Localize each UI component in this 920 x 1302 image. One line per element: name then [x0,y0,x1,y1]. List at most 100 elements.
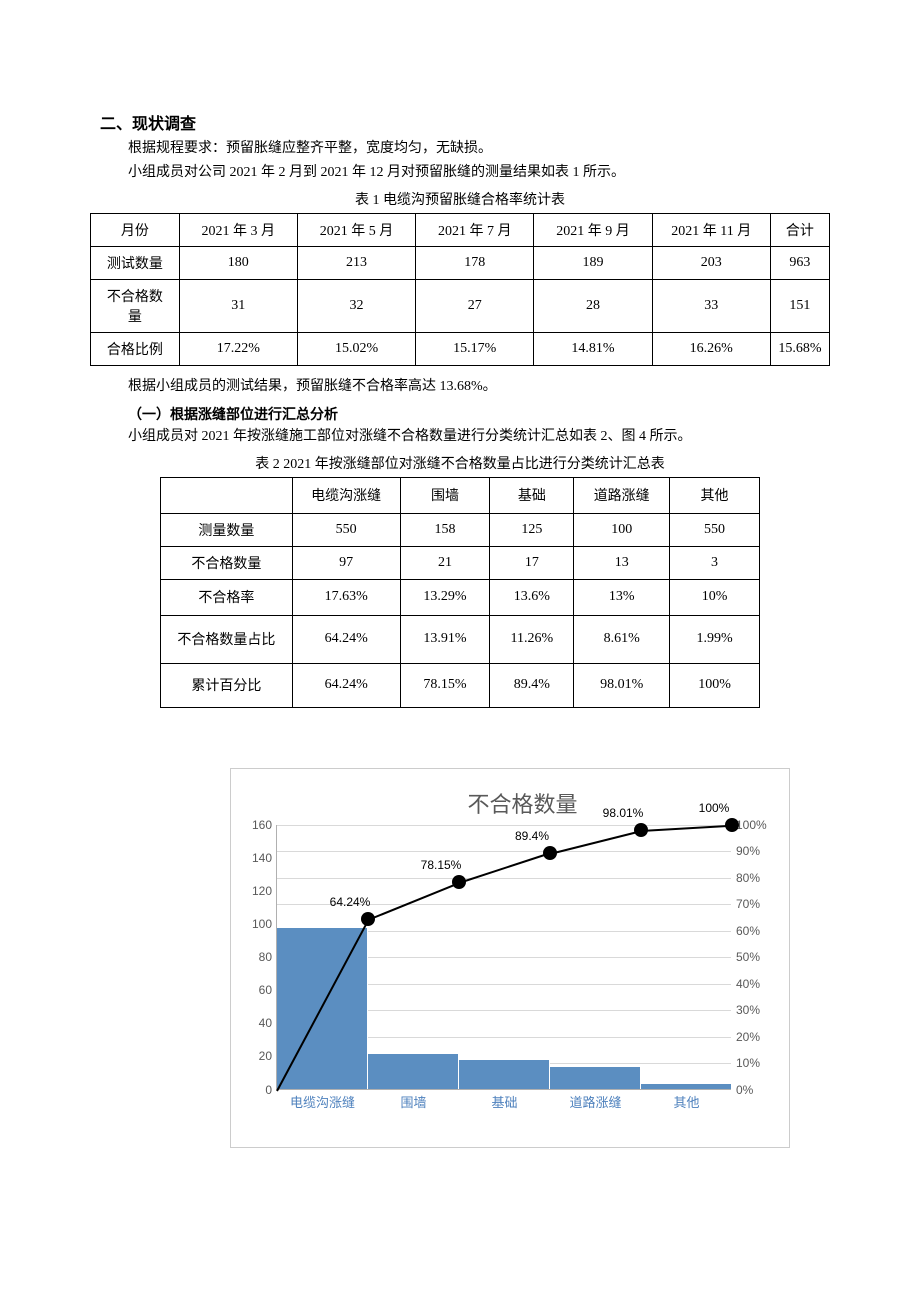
table-cell: 550 [292,513,400,546]
paragraph-2: 小组成员对公司 2021 年 2 月到 2021 年 12 月对预留胀缝的测量结… [100,162,820,184]
table-cell: 3 [670,546,760,579]
table-cell: 1.99% [670,615,760,663]
chart-ytick-left: 80 [242,950,272,964]
table-cell: 97 [292,546,400,579]
chart-data-label: 78.15% [421,858,462,872]
chart-data-label: 100% [699,801,730,815]
table-row-header: 测试数量 [91,246,180,279]
table-header-cell [161,477,293,513]
table-cell: 158 [400,513,490,546]
table-cell: 17.63% [292,579,400,615]
chart-ytick-right: 10% [736,1056,771,1070]
table-cell: 203 [652,246,770,279]
table-row-header: 不合格率 [161,579,293,615]
chart-data-label: 64.24% [330,895,371,909]
chart-ytick-left: 120 [242,884,272,898]
table-cell: 13.29% [400,579,490,615]
table-cell: 17.22% [179,332,297,365]
chart-ytick-right: 70% [736,897,771,911]
table-cell: 16.26% [652,332,770,365]
table-cell: 64.24% [292,663,400,707]
table-cell: 13% [574,579,670,615]
chart-ytick-left: 0 [242,1083,272,1097]
chart-xtick: 道路涨缝 [551,1092,641,1111]
paragraph-4: 小组成员对 2021 年按涨缝施工部位对涨缝不合格数量进行分类统计汇总如表 2、… [100,426,820,448]
table-row-header: 累计百分比 [161,663,293,707]
table-cell: 15.17% [416,332,534,365]
section-heading: 二、现状调查 [100,110,820,134]
chart-marker [634,823,648,837]
chart-gridline [277,825,731,826]
table-cell: 17 [490,546,574,579]
chart-ytick-right: 80% [736,871,771,885]
chart-ytick-right: 0% [736,1083,771,1097]
table-cell: 14.81% [534,332,652,365]
chart-gridline [277,878,731,879]
chart-ytick-right: 60% [736,924,771,938]
chart-ytick-right: 100% [736,818,771,832]
table-cell: 21 [400,546,490,579]
chart-line-segment [641,825,732,832]
table-header-cell: 2021 年 5 月 [297,213,415,246]
table-cell: 10% [670,579,760,615]
table-1: 月份2021 年 3 月2021 年 5 月2021 年 7 月2021 年 9… [90,213,830,366]
table-cell: 178 [416,246,534,279]
table-cell: 963 [770,246,829,279]
table-cell: 125 [490,513,574,546]
table-header-cell: 其他 [670,477,760,513]
chart-title: 不合格数量 [276,787,769,819]
table-cell: 15.68% [770,332,829,365]
chart-plot-area: 0%10%20%30%40%50%60%70%80%90%100%0204060… [276,825,731,1090]
table-cell: 13.6% [490,579,574,615]
chart-xtick: 电缆沟涨缝 [278,1092,368,1111]
table-row-header: 不合格数量 [91,279,180,332]
paragraph-3: 根据小组成员的测试结果，预留胀缝不合格率高达 13.68%。 [100,376,820,398]
chart-ytick-right: 90% [736,844,771,858]
chart-line-segment [459,853,551,885]
chart-marker [452,875,466,889]
table-cell: 27 [416,279,534,332]
chart-ytick-left: 60 [242,983,272,997]
chart-ytick-right: 30% [736,1003,771,1017]
pareto-chart: 不合格数量 0%10%20%30%40%50%60%70%80%90%100%0… [230,768,790,1148]
table-cell: 213 [297,246,415,279]
table-header-cell: 合计 [770,213,829,246]
table-header-cell: 2021 年 9 月 [534,213,652,246]
chart-ytick-right: 20% [736,1030,771,1044]
chart-ytick-left: 100 [242,917,272,931]
chart-ytick-right: 40% [736,977,771,991]
table-row-header: 合格比例 [91,332,180,365]
table-cell: 100 [574,513,670,546]
table1-caption: 表 1 电缆沟预留胀缝合格率统计表 [100,189,820,209]
chart-ytick-left: 160 [242,818,272,832]
table-cell: 15.02% [297,332,415,365]
table2-caption: 表 2 2021 年按涨缝部位对涨缝不合格数量占比进行分类统计汇总表 [100,453,820,473]
table-row-header: 不合格数量 [161,546,293,579]
table-cell: 64.24% [292,615,400,663]
table-cell: 13.91% [400,615,490,663]
table-cell: 28 [534,279,652,332]
chart-data-label: 89.4% [515,829,549,843]
table-header-cell: 电缆沟涨缝 [292,477,400,513]
table-cell: 189 [534,246,652,279]
table-cell: 8.61% [574,615,670,663]
chart-ytick-left: 140 [242,851,272,865]
chart-xtick: 围墙 [369,1092,459,1111]
table-header-cell: 围墙 [400,477,490,513]
chart-bar [368,1054,459,1089]
paragraph-1: 根据规程要求：预留胀缝应整齐平整，宽度均匀，无缺损。 [100,138,820,160]
table-header-cell: 2021 年 3 月 [179,213,297,246]
table-cell: 33 [652,279,770,332]
table-cell: 11.26% [490,615,574,663]
chart-xtick: 基础 [460,1092,550,1111]
chart-data-label: 98.01% [603,806,644,820]
chart-bar [641,1084,732,1089]
chart-marker [543,846,557,860]
chart-bar [459,1060,550,1088]
chart-ytick-left: 40 [242,1016,272,1030]
table-cell: 180 [179,246,297,279]
table-cell: 98.01% [574,663,670,707]
table-header-cell: 道路涨缝 [574,477,670,513]
table-cell: 100% [670,663,760,707]
chart-gridline [277,851,731,852]
